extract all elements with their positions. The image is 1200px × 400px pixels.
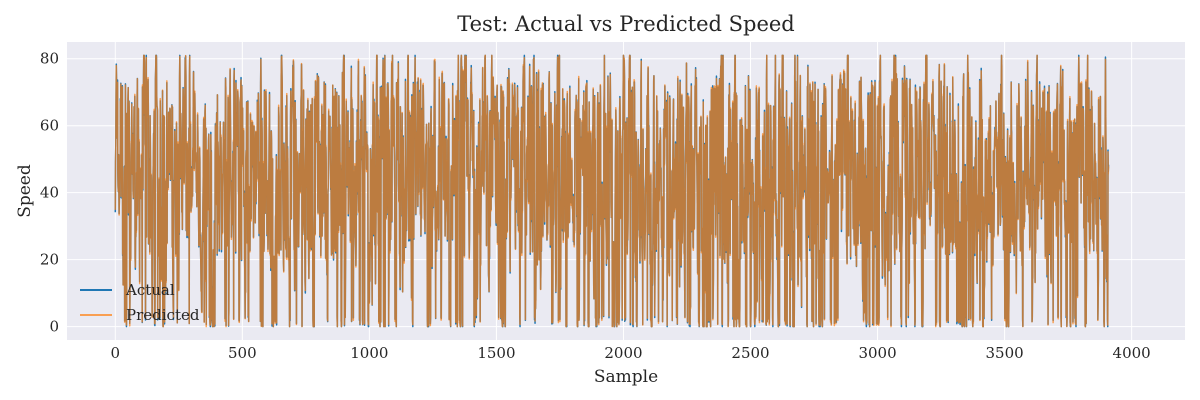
x-tick-label: 2000 (604, 344, 642, 362)
y-tick-label: 60 (40, 117, 59, 135)
series-layer (114, 54, 1110, 328)
x-axis-ticks: 0 500 1000 1500 2000 2500 3000 3500 4000 (111, 344, 1151, 362)
legend-label-actual: Actual (125, 281, 175, 299)
y-tick-label: 40 (40, 184, 59, 202)
y-axis-label: Speed (15, 164, 35, 218)
x-tick-label: 3000 (858, 344, 896, 362)
y-axis-ticks: 0 20 40 60 80 (40, 50, 59, 336)
x-tick-label: 3500 (986, 344, 1024, 362)
x-tick-label: 0 (111, 344, 121, 362)
x-tick-label: 1000 (350, 344, 388, 362)
legend-label-predicted: Predicted (126, 306, 200, 324)
x-axis-label: Sample (594, 367, 658, 387)
y-tick-label: 80 (40, 50, 59, 68)
y-tick-label: 0 (49, 318, 59, 336)
x-tick-label: 2500 (731, 344, 769, 362)
x-tick-label: 500 (228, 344, 257, 362)
x-tick-label: 1500 (477, 344, 515, 362)
legend: Actual Predicted (80, 281, 200, 324)
chart-title: Test: Actual vs Predicted Speed (457, 12, 795, 36)
x-tick-label: 4000 (1113, 344, 1151, 362)
series-line-predicted (114, 54, 1110, 328)
y-tick-label: 20 (40, 251, 59, 269)
